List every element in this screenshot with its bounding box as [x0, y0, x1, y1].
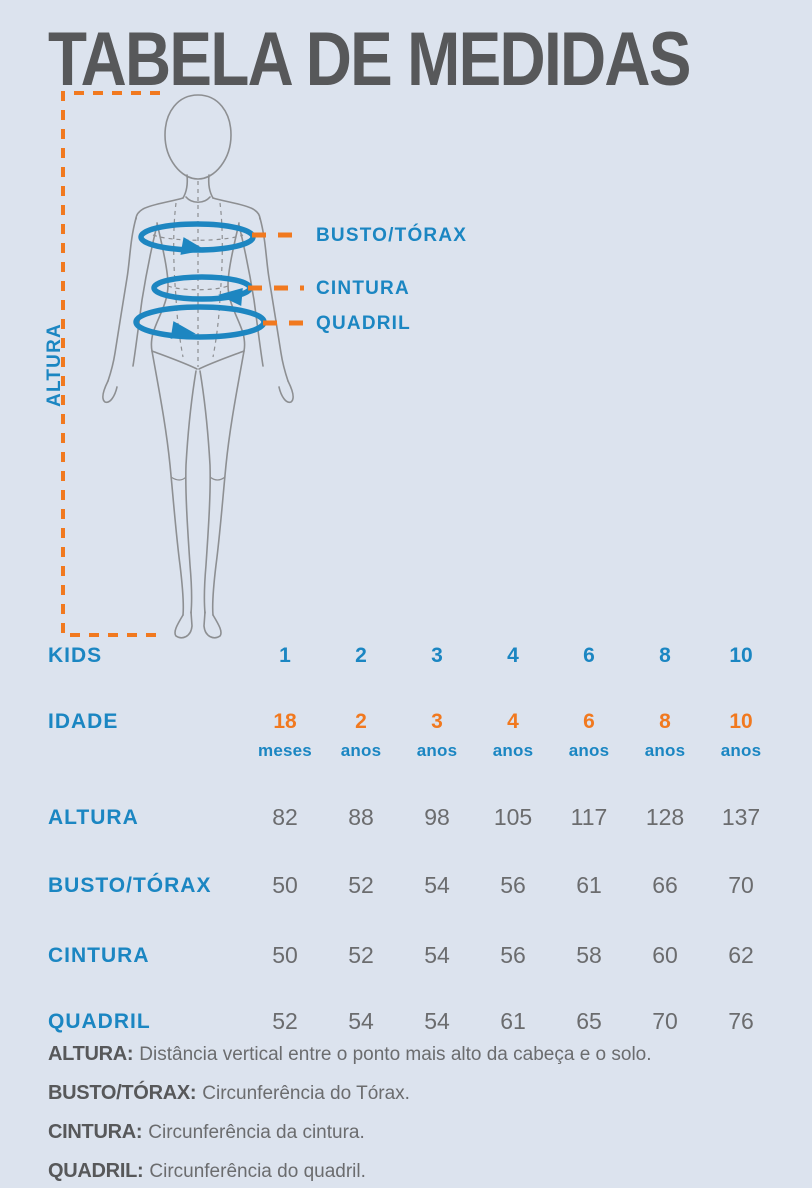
- measurement-row-cintura: CINTURA 50 52 54 56 58 60 62: [48, 942, 781, 969]
- height-label: ALTURA: [44, 323, 65, 407]
- size-row-label: KIDS: [48, 644, 103, 667]
- measurement-legend: ALTURA: Distância vertical entre o ponto …: [48, 1042, 788, 1188]
- size-value: 8: [659, 644, 671, 667]
- legend-definition: Distância vertical entre o ponto mais al…: [139, 1044, 652, 1065]
- measurement-value: 70: [728, 872, 754, 898]
- measurement-value: 61: [500, 1008, 526, 1034]
- age-cell: 2 anos: [323, 708, 399, 765]
- measurement-row-quadril: QUADRIL 52 54 54 61 65 70 76: [48, 1008, 781, 1035]
- age-value: 2: [355, 710, 367, 733]
- legend-definition: Circunferência do Tórax.: [202, 1083, 410, 1104]
- legend-term: QUADRIL:: [48, 1160, 144, 1182]
- age-value: 18: [273, 710, 297, 733]
- age-value: 8: [659, 710, 671, 733]
- legend-definition: Circunferência da cintura.: [148, 1122, 365, 1143]
- measurement-row-altura: ALTURA 82 88 98 105 117 128 137: [48, 804, 781, 831]
- age-unit: anos: [340, 741, 382, 760]
- size-header-row: KIDS 1 2 3 4 6 8 10: [48, 642, 781, 669]
- age-unit: anos: [720, 741, 762, 760]
- legend-item: CINTURA: Circunferência da cintura.: [48, 1120, 788, 1146]
- body-figure-svg: [61, 91, 304, 639]
- legend-term: BUSTO/TÓRAX:: [48, 1082, 197, 1104]
- measurement-value: 61: [576, 872, 602, 898]
- age-cell: 10 anos: [703, 708, 779, 765]
- age-value: 10: [729, 710, 753, 733]
- age-cell: 18 meses: [247, 708, 323, 765]
- legend-item: QUADRIL: Circunferência do quadril.: [48, 1159, 788, 1185]
- measurement-value: 50: [272, 872, 298, 898]
- age-cell: 4 anos: [475, 708, 551, 765]
- measurement-value: 60: [652, 942, 678, 968]
- measurement-value: 56: [500, 942, 526, 968]
- size-value: 3: [431, 644, 443, 667]
- age-value: 4: [507, 710, 519, 733]
- size-value: 2: [355, 644, 367, 667]
- measurement-value: 58: [576, 942, 602, 968]
- age-cell: 6 anos: [551, 708, 627, 765]
- measurement-value: 88: [348, 804, 374, 830]
- measurement-value: 52: [272, 1008, 298, 1034]
- row-label: QUADRIL: [48, 1010, 151, 1033]
- legend-term: CINTURA:: [48, 1121, 143, 1143]
- measurement-value: 50: [272, 942, 298, 968]
- age-value: 3: [431, 710, 443, 733]
- waist-arrowhead: [218, 288, 243, 306]
- bust-label: BUSTO/TÓRAX: [316, 225, 468, 246]
- measurement-value: 128: [645, 804, 685, 830]
- page-title: TABELA DE MEDIDAS: [48, 17, 691, 102]
- measurement-value: 65: [576, 1008, 602, 1034]
- age-cell: 3 anos: [399, 708, 475, 765]
- body-illustration: BUSTO/TÓRAX CINTURA QUADRIL ALTURA: [0, 85, 812, 645]
- age-value: 6: [583, 710, 595, 733]
- bust-arrowhead: [180, 237, 206, 255]
- measurement-value: 98: [424, 804, 450, 830]
- size-value: 1: [279, 644, 291, 667]
- measurement-value: 70: [652, 1008, 678, 1034]
- age-unit: anos: [416, 741, 458, 760]
- measurement-value: 52: [348, 942, 374, 968]
- measurement-value: 54: [424, 942, 450, 968]
- row-label: BUSTO/TÓRAX: [48, 874, 212, 897]
- age-row: IDADE 18 meses 2 anos 3 anos 4 anos 6 an…: [48, 708, 781, 765]
- measurement-value: 105: [493, 804, 533, 830]
- hip-arrowhead: [170, 321, 196, 339]
- measurement-value: 117: [570, 804, 608, 830]
- measurement-value: 54: [348, 1008, 374, 1034]
- hip-label: QUADRIL: [316, 313, 411, 334]
- age-unit: anos: [568, 741, 610, 760]
- measurement-value: 66: [652, 872, 678, 898]
- age-unit: anos: [492, 741, 534, 760]
- measurement-value: 137: [721, 804, 761, 830]
- measurement-value: 56: [500, 872, 526, 898]
- size-value: 10: [729, 644, 753, 667]
- measurement-value: 82: [272, 804, 298, 830]
- hip-measure-ellipse: [133, 304, 267, 340]
- legend-item: ALTURA: Distância vertical entre o ponto …: [48, 1042, 788, 1068]
- legend-item: BUSTO/TÓRAX: Circunferência do Tórax.: [48, 1081, 788, 1107]
- measurement-value: 54: [424, 1008, 450, 1034]
- legend-term: ALTURA:: [48, 1043, 134, 1065]
- age-cell: 8 anos: [627, 708, 703, 765]
- row-label: ALTURA: [48, 806, 139, 829]
- size-value: 4: [507, 644, 519, 667]
- row-label: CINTURA: [48, 944, 150, 967]
- age-row-label: IDADE: [48, 710, 119, 733]
- age-unit: meses: [258, 741, 312, 760]
- measurement-value: 54: [424, 872, 450, 898]
- measurement-row-busto-torax: BUSTO/TÓRAX 50 52 54 56 61 66 70: [48, 872, 781, 899]
- size-value: 6: [583, 644, 595, 667]
- height-frame-dashed-line: [61, 91, 160, 637]
- measurement-value: 62: [728, 942, 754, 968]
- measurement-value: 76: [728, 1008, 754, 1034]
- measurement-value: 52: [348, 872, 374, 898]
- legend-definition: Circunferência do quadril.: [149, 1161, 366, 1182]
- age-unit: anos: [644, 741, 686, 760]
- waist-label: CINTURA: [316, 278, 410, 299]
